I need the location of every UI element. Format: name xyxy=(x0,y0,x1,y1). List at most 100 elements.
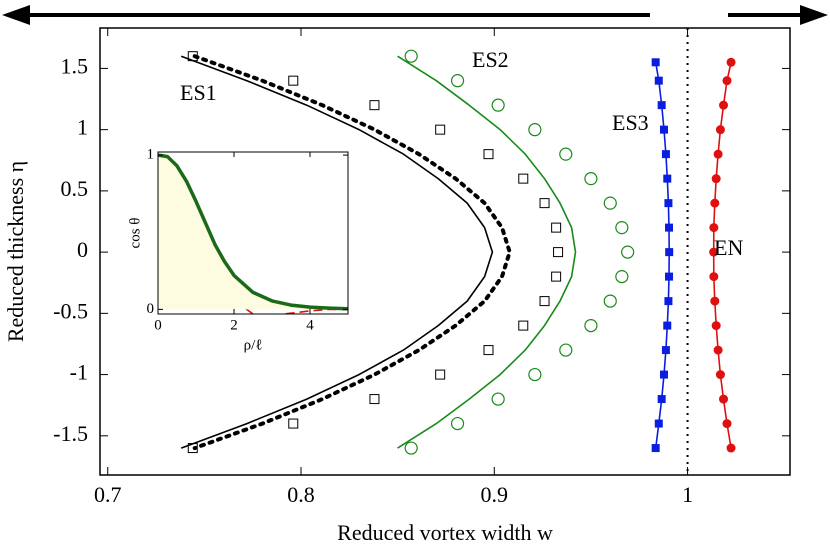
marker-circle xyxy=(726,57,736,67)
marker-circle xyxy=(709,272,719,282)
marker-square xyxy=(483,345,494,356)
plot-area xyxy=(180,28,736,475)
marker-square xyxy=(288,75,299,86)
marker-square xyxy=(659,370,668,379)
marker-circle xyxy=(715,125,725,135)
marker-circle xyxy=(713,345,723,355)
marker-circle xyxy=(722,76,732,86)
marker-circle xyxy=(404,441,418,455)
top-arrows xyxy=(2,5,828,25)
marker-square xyxy=(435,124,446,135)
marker-square xyxy=(663,174,672,183)
frame xyxy=(157,151,349,315)
plot-area xyxy=(158,153,348,314)
marker-circle xyxy=(719,394,729,404)
main-plot: 0.7 0.8 0.9 1 -1.5 -1 -0.5 0 0.5 1 1.5 Reduced vort… xyxy=(3,27,791,545)
x-tick-label: 1 xyxy=(682,482,693,507)
series-line xyxy=(397,55,577,449)
annotation: ES1 xyxy=(180,80,217,105)
marker-circle xyxy=(450,74,465,88)
y-tick-label: 0 xyxy=(77,237,88,262)
marker-circle xyxy=(404,49,418,63)
marker-square xyxy=(369,394,380,405)
marker-circle xyxy=(710,296,720,306)
marker-square xyxy=(483,149,494,160)
marker-square xyxy=(664,297,673,306)
marker-square xyxy=(518,320,529,331)
marker-square xyxy=(651,444,660,453)
marker-circle xyxy=(615,221,629,235)
marker-circle xyxy=(621,245,635,259)
x-axis-label: Reduced vortex width w xyxy=(337,520,553,545)
x-tick-label: 2 xyxy=(230,317,238,333)
marker-square xyxy=(664,199,673,208)
marker-circle xyxy=(709,223,719,233)
marker-circle xyxy=(719,100,729,110)
marker-square xyxy=(665,248,674,257)
marker-circle xyxy=(584,172,598,186)
x-tick-label: 0.7 xyxy=(94,482,122,507)
marker-circle xyxy=(603,294,617,308)
marker-circle xyxy=(711,321,721,331)
marker-square xyxy=(659,125,668,134)
x-tick-label: 0.9 xyxy=(481,482,509,507)
y-tick-label: 0 xyxy=(147,301,155,317)
annotation: EN xyxy=(714,235,743,260)
marker-square xyxy=(369,100,380,111)
marker-square xyxy=(539,198,550,209)
y-tick-label: -0.5 xyxy=(53,298,88,323)
annotation: ES3 xyxy=(612,110,649,135)
marker-circle xyxy=(603,196,617,210)
marker-circle xyxy=(722,419,732,429)
y-tick-label: 0.5 xyxy=(61,176,89,201)
x-tick-label: 0.8 xyxy=(287,482,315,507)
area xyxy=(158,155,348,310)
arrow-right-head xyxy=(800,5,828,25)
y-tick-label: 1 xyxy=(147,147,155,163)
marker-circle xyxy=(491,392,505,406)
marker-square xyxy=(663,321,672,330)
marker-square xyxy=(187,51,198,62)
marker-square xyxy=(661,346,670,355)
marker-circle xyxy=(726,443,736,453)
marker-circle xyxy=(450,416,465,431)
frame xyxy=(99,27,791,476)
marker-square xyxy=(187,443,198,454)
marker-square xyxy=(657,395,666,404)
marker-square xyxy=(665,272,674,281)
marker-square xyxy=(654,76,663,85)
y-tick-label: -1 xyxy=(70,360,88,385)
series-line xyxy=(158,153,348,311)
marker-circle xyxy=(559,343,573,357)
y-tick-label: 1 xyxy=(77,115,88,140)
annotation: ES2 xyxy=(472,47,509,72)
marker-circle xyxy=(559,147,573,161)
y-tick-label: 1.5 xyxy=(61,53,89,78)
marker-square xyxy=(553,247,564,258)
marker-square xyxy=(665,223,674,232)
marker-circle xyxy=(710,198,720,208)
y-tick-label: -1.5 xyxy=(53,421,88,446)
marker-square xyxy=(518,173,529,184)
arrow-left-head xyxy=(2,5,30,25)
marker-circle xyxy=(491,98,505,112)
x-axis-label: ρ/ℓ xyxy=(244,337,263,353)
series-line xyxy=(192,54,512,451)
marker-square xyxy=(661,150,670,159)
marker-square xyxy=(657,101,666,110)
marker-square xyxy=(551,271,562,282)
marker-circle xyxy=(711,174,721,184)
x-tick-label: 4 xyxy=(306,317,314,333)
inset-plot: 0 2 4 0 1 ρ/ℓ cos θ xyxy=(127,147,349,353)
marker-circle xyxy=(709,247,719,257)
marker-square xyxy=(288,418,299,429)
y-axis-label: cos θ xyxy=(127,218,143,249)
marker-square xyxy=(651,58,660,67)
marker-square xyxy=(551,222,562,233)
marker-square xyxy=(539,296,550,307)
marker-circle xyxy=(715,370,725,380)
x-tick-label: 0 xyxy=(154,317,162,333)
series-line xyxy=(180,55,494,449)
marker-circle xyxy=(615,270,629,284)
